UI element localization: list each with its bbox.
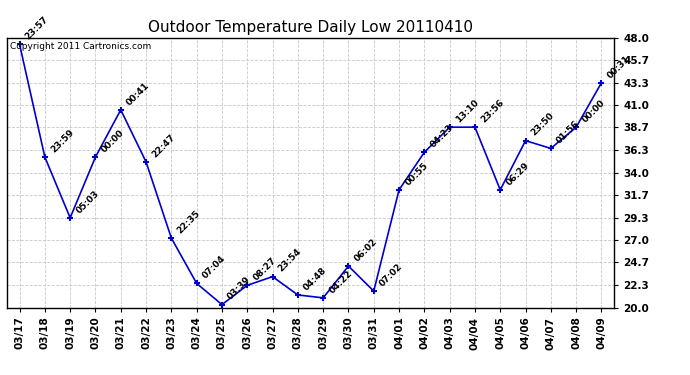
Text: 08:27: 08:27 (251, 256, 278, 282)
Text: 05:03: 05:03 (75, 189, 101, 215)
Text: 07:02: 07:02 (378, 262, 404, 288)
Text: 06:02: 06:02 (353, 237, 379, 263)
Text: 23:59: 23:59 (49, 128, 76, 154)
Text: 06:29: 06:29 (504, 160, 531, 187)
Text: 00:31: 00:31 (606, 54, 632, 80)
Text: 07:04: 07:04 (201, 254, 228, 280)
Text: 03:39: 03:39 (226, 275, 253, 302)
Text: 04:22: 04:22 (327, 268, 354, 295)
Text: 04:23: 04:23 (428, 123, 455, 150)
Text: 23:50: 23:50 (530, 111, 556, 138)
Title: Outdoor Temperature Daily Low 20110410: Outdoor Temperature Daily Low 20110410 (148, 20, 473, 35)
Text: 00:41: 00:41 (125, 81, 151, 107)
Text: 23:57: 23:57 (23, 15, 50, 42)
Text: 00:00: 00:00 (99, 128, 126, 154)
Text: 04:48: 04:48 (302, 266, 328, 292)
Text: 00:00: 00:00 (580, 98, 607, 124)
Text: Copyright 2011 Cartronics.com: Copyright 2011 Cartronics.com (10, 42, 151, 51)
Text: 01:56: 01:56 (555, 119, 582, 146)
Text: 00:55: 00:55 (403, 160, 430, 187)
Text: 23:54: 23:54 (277, 247, 304, 274)
Text: 13:10: 13:10 (454, 98, 480, 124)
Text: 22:47: 22:47 (150, 132, 177, 159)
Text: 23:56: 23:56 (479, 98, 506, 124)
Text: 22:35: 22:35 (175, 209, 202, 235)
